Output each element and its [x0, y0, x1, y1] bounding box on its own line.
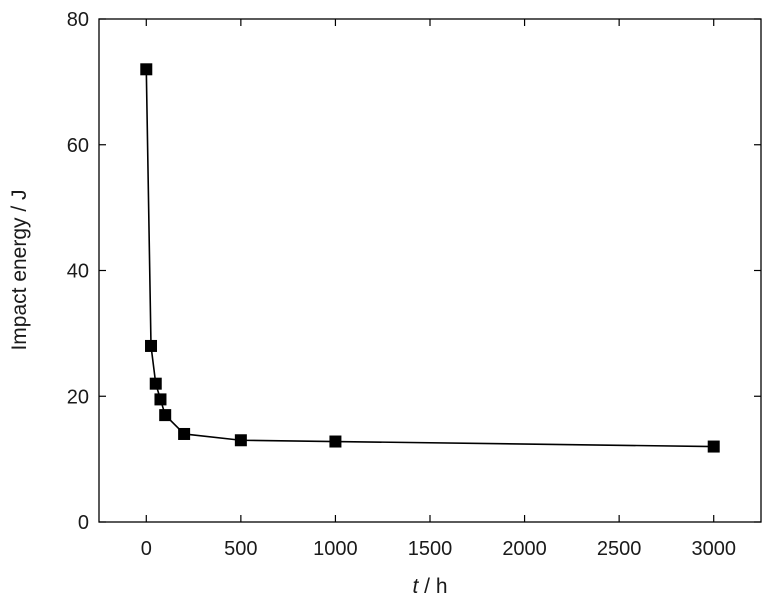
series-line — [145, 69, 714, 448]
x-tick-label: 0 — [141, 538, 152, 560]
y-tick-label: 80 — [67, 9, 89, 31]
x-tick-label: 2500 — [597, 538, 642, 560]
data-point — [159, 409, 172, 422]
x-tick-label: 1000 — [313, 538, 358, 560]
y-tick-label: 60 — [67, 135, 89, 157]
axis-ticks — [99, 18, 761, 523]
data-point — [234, 434, 247, 447]
x-tick-label: 2000 — [502, 538, 547, 560]
x-axis-variable: t — [412, 575, 419, 598]
x-tick-label: 1500 — [408, 538, 453, 560]
x-tick-labels: 0 500 1000 1500 2000 2500 3000 — [141, 538, 736, 560]
data-point — [140, 63, 153, 76]
y-tick-label: 0 — [78, 512, 89, 534]
x-axis-label: t / h — [412, 575, 447, 598]
data-point — [707, 440, 720, 453]
y-axis-label: Impact energy / J — [8, 189, 31, 350]
data-point — [149, 377, 162, 390]
x-tick-label: 3000 — [691, 538, 736, 560]
y-tick-labels: 0 20 40 60 80 — [67, 9, 89, 534]
x-axis-unit: / h — [418, 575, 447, 598]
data-point — [329, 435, 342, 448]
data-point — [145, 339, 158, 352]
data-point — [178, 427, 191, 440]
y-tick-label: 20 — [67, 386, 89, 408]
y-tick-label: 40 — [67, 261, 89, 283]
data-series — [140, 63, 720, 453]
data-point — [154, 393, 167, 406]
x-tick-label: 500 — [224, 538, 257, 560]
